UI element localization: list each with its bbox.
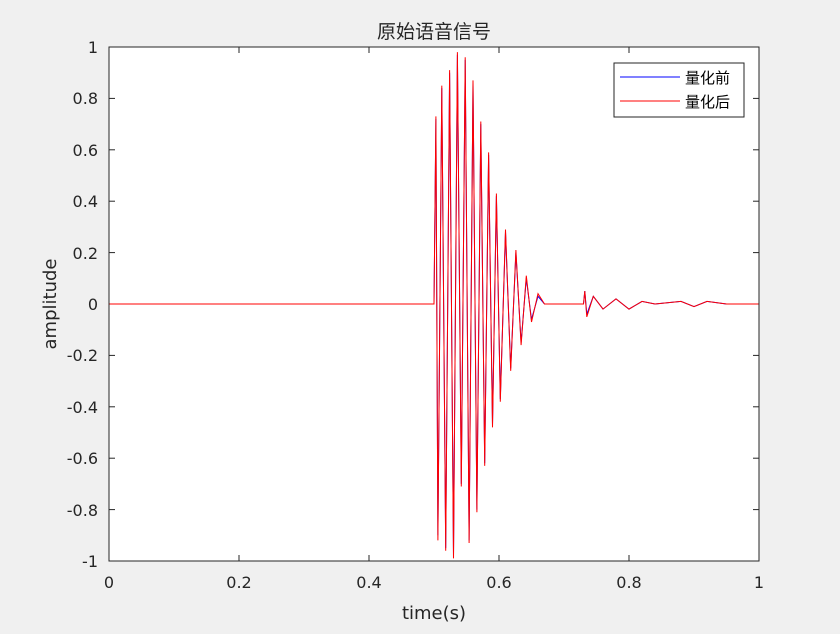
legend-label-before: 量化前	[685, 69, 730, 87]
x-tick-label: 0.4	[356, 573, 381, 592]
y-tick-label: -0.8	[67, 501, 98, 520]
y-tick-label: 0.6	[73, 141, 98, 160]
x-tick-label: 0.2	[226, 573, 251, 592]
y-tick-label: -1	[82, 552, 98, 571]
x-tick-label: 0.6	[486, 573, 511, 592]
legend-label-after: 量化后	[685, 93, 730, 111]
x-ticks: 0 0.2 0.4 0.6 0.8 1	[104, 573, 764, 592]
legend-box	[613, 62, 745, 118]
y-tick-label: -0.2	[67, 346, 98, 365]
y-tick-label: 0.4	[73, 192, 98, 211]
y-tick-label: 0.8	[73, 89, 98, 108]
y-tick-label: -0.4	[67, 398, 98, 417]
axes-box	[108, 46, 760, 562]
y-tick-label: 1	[88, 38, 98, 57]
y-tick-label: 0	[88, 295, 98, 314]
x-axis-label: time(s)	[402, 603, 466, 624]
y-ticks: 1 0.8 0.6 0.4 0.2 0 -0.2 -0.4 -0.6 -0.8 …	[67, 38, 98, 571]
y-tick-label: -0.6	[67, 449, 98, 468]
series-line-1	[109, 52, 759, 559]
chart-title: 原始语音信号	[377, 21, 491, 43]
x-tick-label: 1	[754, 573, 764, 592]
tick-marks	[108, 46, 760, 562]
x-tick-label: 0.8	[616, 573, 641, 592]
y-axis-label: amplitude	[40, 259, 61, 350]
legend: 量化前 量化后	[613, 62, 745, 118]
x-tick-label: 0	[104, 573, 114, 592]
series-layer	[109, 52, 759, 559]
y-tick-label: 0.2	[73, 244, 98, 263]
